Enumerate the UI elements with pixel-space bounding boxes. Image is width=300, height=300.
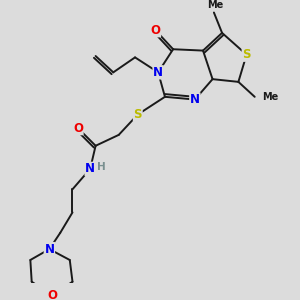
Text: N: N [190, 93, 200, 106]
Text: Me: Me [262, 92, 279, 102]
Text: O: O [150, 24, 161, 37]
Text: N: N [153, 66, 163, 79]
Text: N: N [85, 162, 95, 176]
Text: S: S [134, 108, 142, 121]
Text: Me: Me [207, 0, 224, 10]
Text: H: H [97, 162, 106, 172]
Text: O: O [47, 289, 57, 300]
Text: O: O [73, 122, 83, 135]
Text: N: N [44, 243, 54, 256]
Text: S: S [242, 48, 251, 61]
